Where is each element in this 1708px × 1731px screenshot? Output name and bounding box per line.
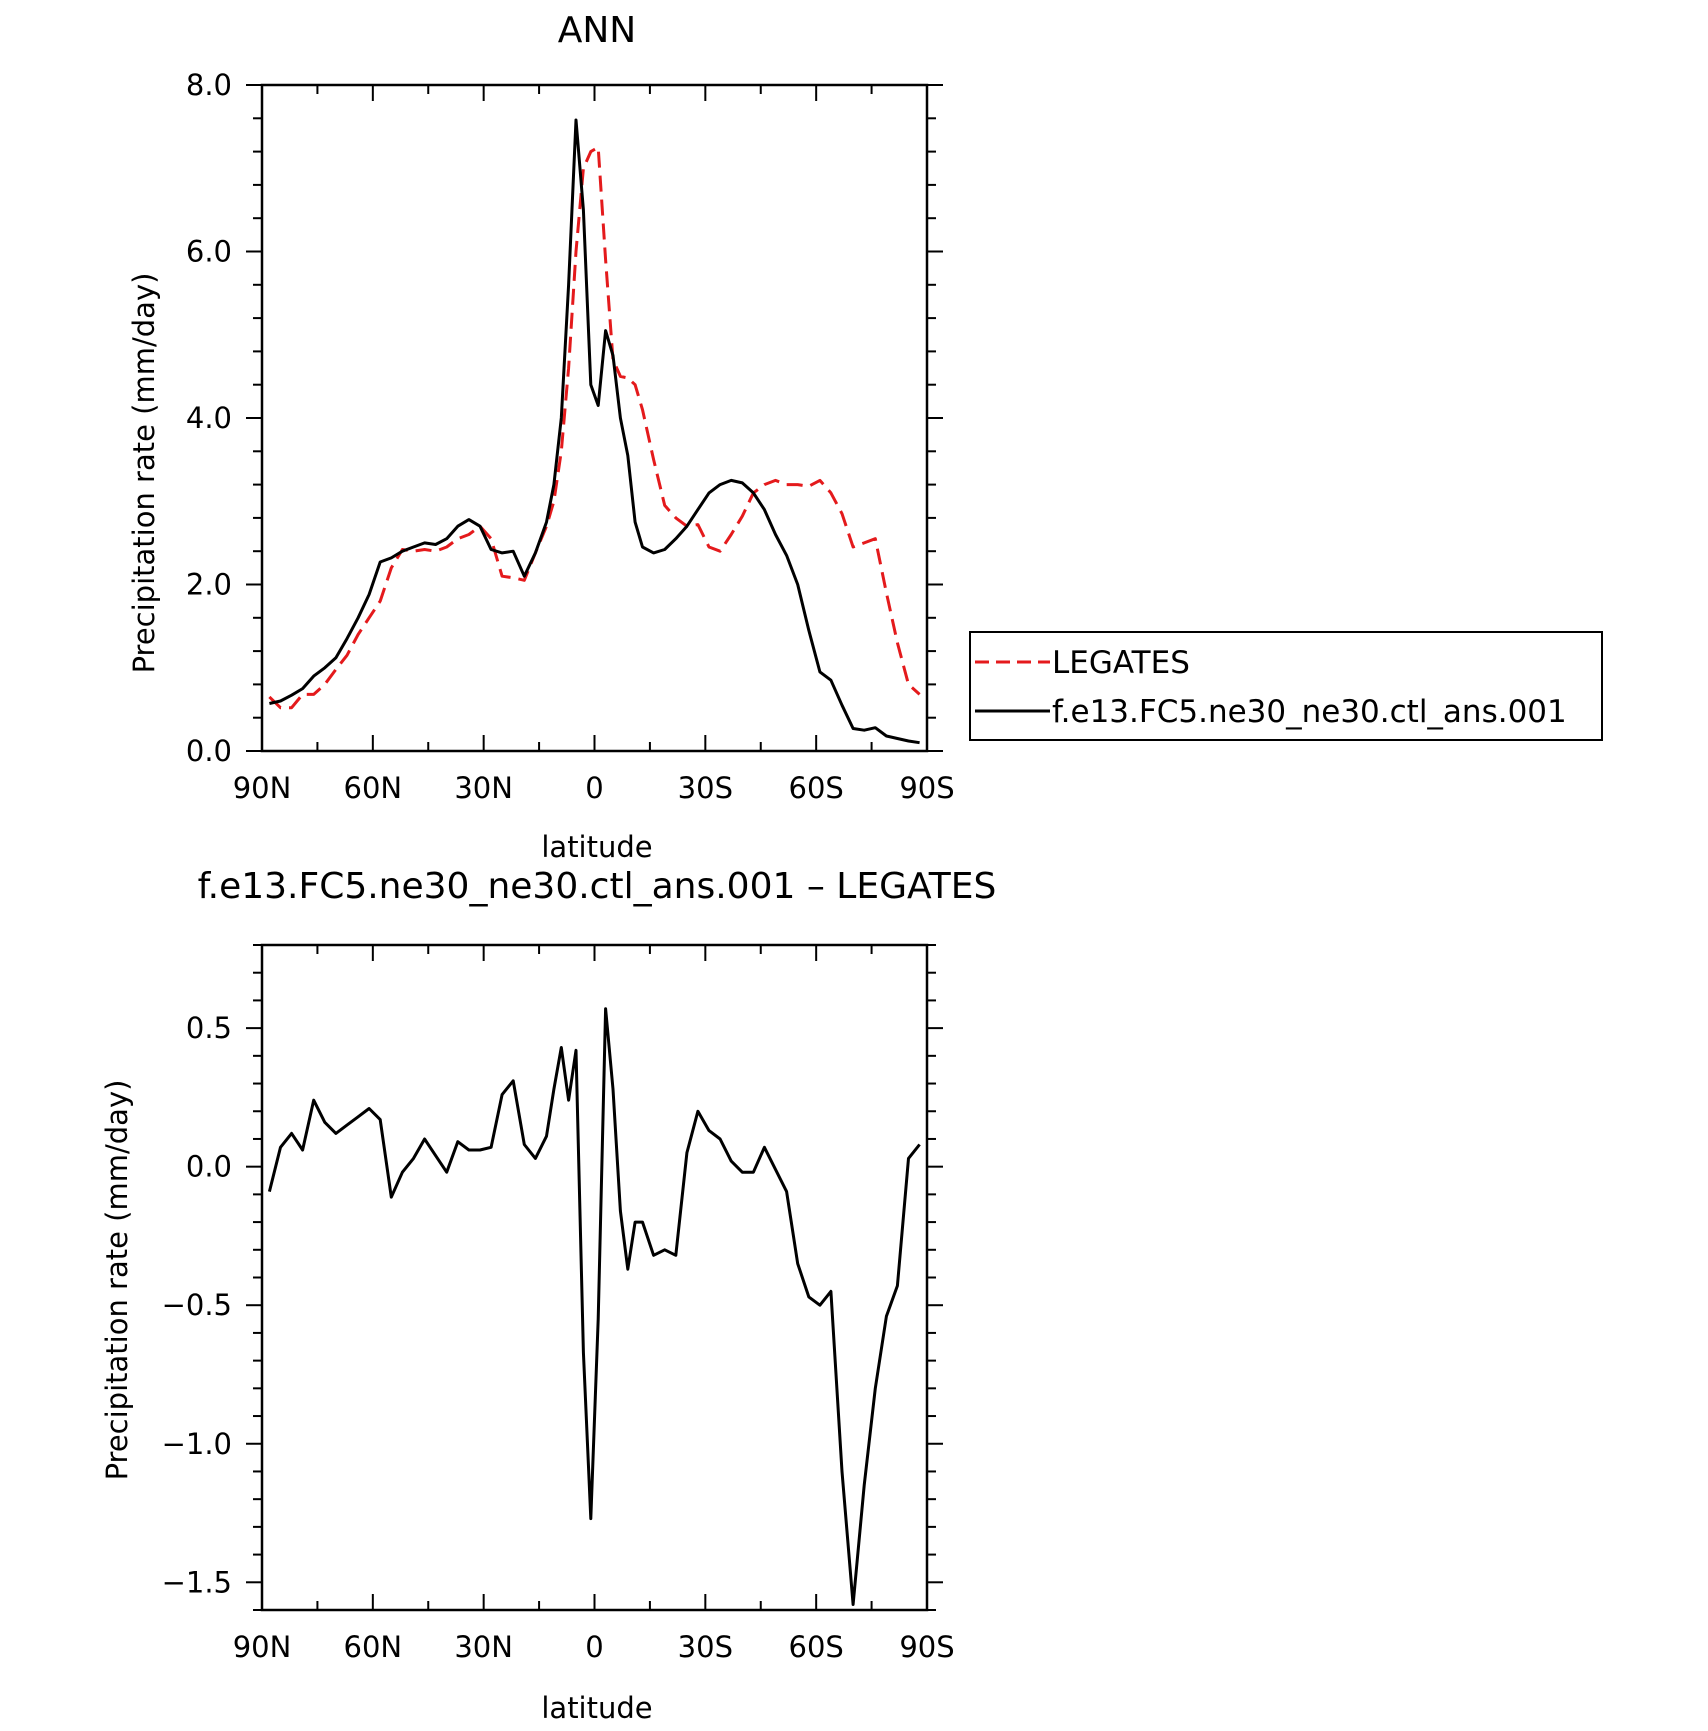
y-tick-label: 6.0 xyxy=(186,235,232,269)
legend: LEGATES f.e13.FC5.ne30_ne30.ctl_ans.001 xyxy=(969,631,1603,741)
y-tick-label: −1.0 xyxy=(162,1427,232,1461)
y-axis-label: Precipitation rate (mm/day) xyxy=(127,273,161,674)
x-tick-label: 90S xyxy=(899,1630,954,1664)
plot-frame xyxy=(260,83,929,753)
x-tick-label: 60S xyxy=(789,771,844,805)
x-tick-label: 30N xyxy=(454,771,513,805)
x-tick-label: 30S xyxy=(678,1630,733,1664)
y-tick-label: 0.5 xyxy=(186,1011,232,1045)
chart-title: f.e13.FC5.ne30_ne30.ctl_ans.001 – LEGATE… xyxy=(198,866,997,907)
x-tick-label: 0 xyxy=(585,771,603,805)
y-axis-label: Precipitation rate (mm/day) xyxy=(100,1080,134,1481)
legend-label-model: f.e13.FC5.ne30_ne30.ctl_ans.001 xyxy=(1052,694,1567,730)
y-tick-label: −0.5 xyxy=(162,1288,232,1322)
x-tick-label: 90N xyxy=(233,1630,292,1664)
series-line-2 xyxy=(269,118,920,745)
x-tick-label: 0 xyxy=(585,1630,603,1664)
y-tick-label: 2.0 xyxy=(186,568,232,602)
x-tick-label: 60S xyxy=(789,1630,844,1664)
series-line-1 xyxy=(268,145,921,710)
x-tick-label: 60N xyxy=(344,1630,403,1664)
chart-title: ANN xyxy=(558,10,637,51)
plot-area: 90N 60N 30N 0 30S 60S 90S −1.5 −1.0 −0.5 0.0 0.5 xyxy=(162,943,955,1664)
legend-box xyxy=(969,631,1603,741)
y-tick-label: −1.5 xyxy=(162,1565,232,1599)
plot-frame xyxy=(260,943,929,1612)
x-tick-label: 90S xyxy=(899,771,954,805)
x-tick-label: 60N xyxy=(344,771,403,805)
y-tick-label: 8.0 xyxy=(186,68,232,102)
x-tick-label: 30N xyxy=(454,1630,513,1664)
top-panel: ANN latitude Precipitation rate (mm/day)… xyxy=(127,10,1603,864)
legend-label-legates: LEGATES xyxy=(1052,645,1190,681)
series-line-1 xyxy=(267,1007,921,1606)
y-tick-label: 0.0 xyxy=(186,734,232,768)
y-tick-label: 0.0 xyxy=(186,1150,232,1184)
x-axis-label: latitude xyxy=(541,830,652,864)
plot-area: 90N 60N 30N 0 30S 60S 90S 0.0 2.0 4.0 6.0 8.0 xyxy=(186,68,955,805)
x-tick-label: 90N xyxy=(233,771,292,805)
bottom-panel: f.e13.FC5.ne30_ne30.ctl_ans.001 – LEGATE… xyxy=(100,866,996,1725)
x-tick-label: 30S xyxy=(678,771,733,805)
y-tick-label: 4.0 xyxy=(186,401,232,435)
x-axis-label: latitude xyxy=(541,1691,652,1725)
